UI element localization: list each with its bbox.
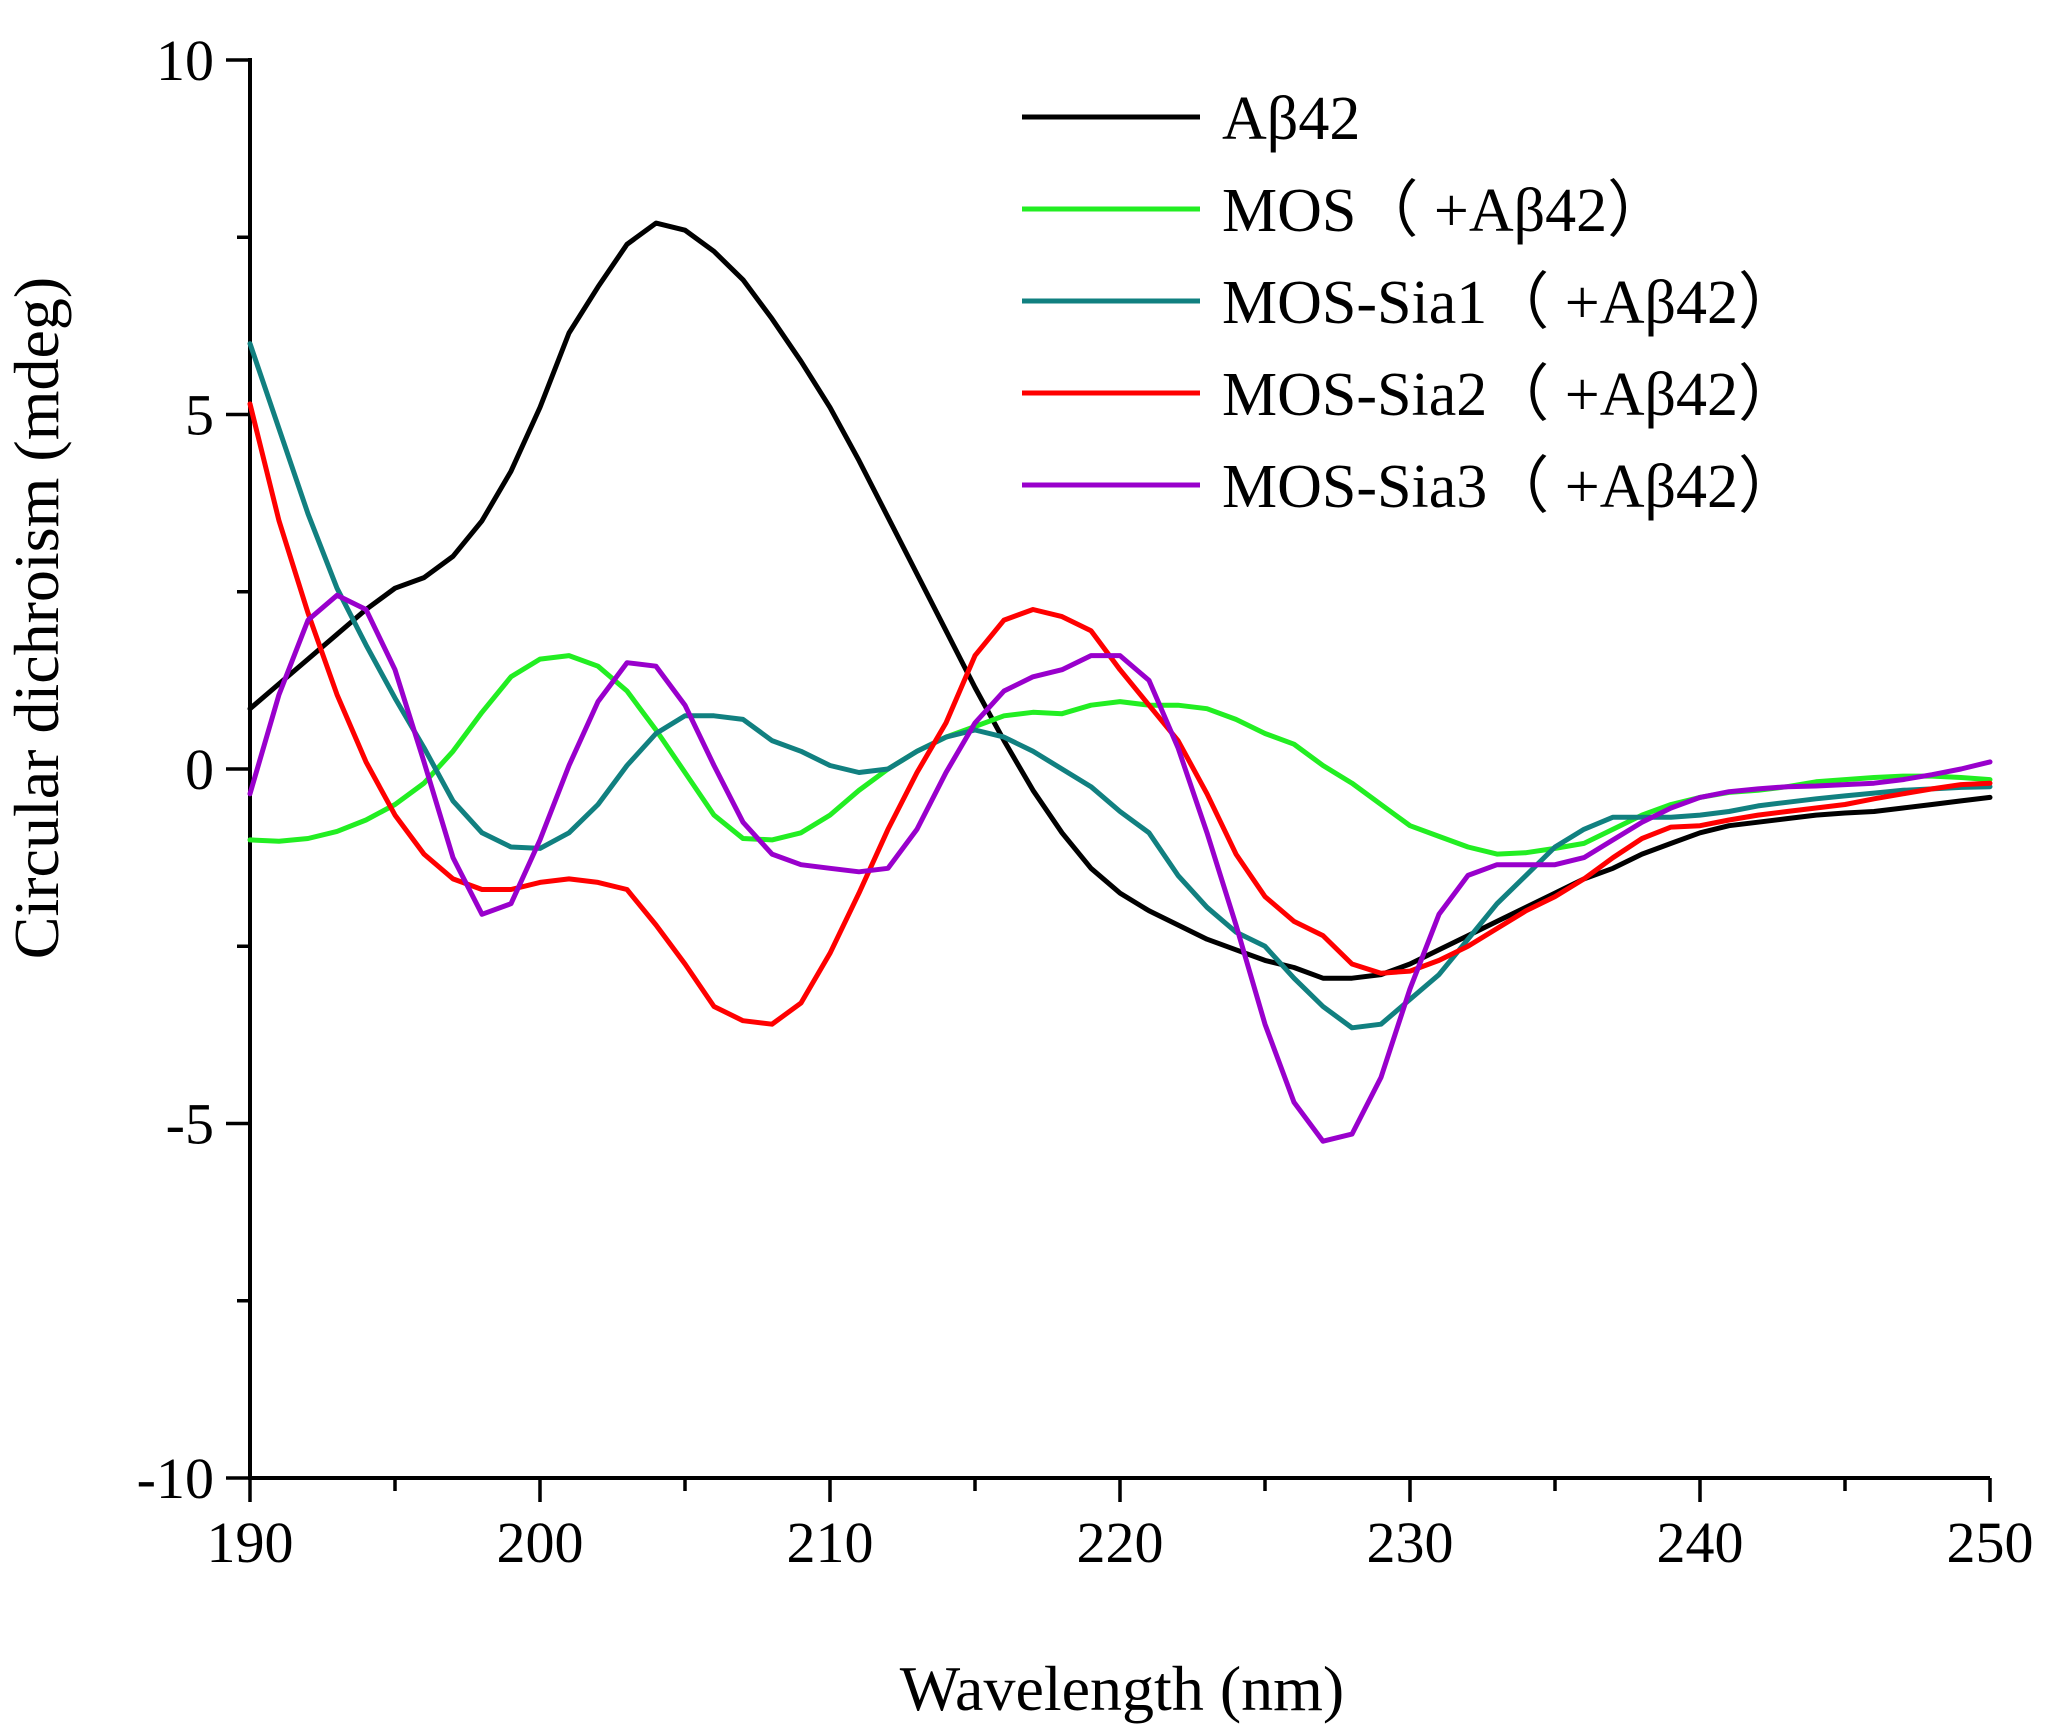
x-tick-label: 250 — [1947, 1510, 2034, 1575]
x-tick-label: 190 — [207, 1510, 294, 1575]
series-line-4 — [247, 401, 1993, 1027]
series-line-1 — [247, 220, 1993, 981]
y-tick-label: 5 — [185, 383, 214, 448]
legend-label-3: MOS-Sia1（ +Aβ42） — [1222, 269, 1800, 337]
legend: Aβ42 MOS（ +Aβ42） MOS-Sia1（ +Aβ42） MOS-Sia2（… — [1022, 85, 1800, 521]
axes: 190 200 210 220 230 240 250 -10 -5 0 5 10 — [137, 28, 2034, 1575]
y-tick-label: -10 — [137, 1446, 214, 1511]
legend-label-5: MOS-Sia3（ +Aβ42） — [1222, 453, 1800, 521]
x-tick-label: 200 — [497, 1510, 584, 1575]
legend-label-2: MOS（ +Aβ42） — [1222, 177, 1669, 245]
series-line-3 — [247, 341, 1993, 1031]
y-tick-label: 10 — [156, 28, 214, 93]
legend-label-1: Aβ42 — [1222, 85, 1360, 153]
y-tick-label: -5 — [166, 1092, 214, 1157]
x-tick-label: 230 — [1367, 1510, 1454, 1575]
legend-label-4: MOS-Sia2（ +Aβ42） — [1222, 361, 1800, 429]
x-tick-label: 240 — [1657, 1510, 1744, 1575]
series-line-5 — [247, 592, 1993, 1144]
x-axis-label: Wavelength (nm) — [900, 1653, 1344, 1724]
y-tick-label: 0 — [185, 737, 214, 802]
x-tick-label: 210 — [787, 1510, 874, 1575]
series-layer — [247, 220, 1993, 1144]
y-axis-label: Circular dichroism (mdeg) — [1, 277, 72, 959]
x-tick-label: 220 — [1077, 1510, 1164, 1575]
